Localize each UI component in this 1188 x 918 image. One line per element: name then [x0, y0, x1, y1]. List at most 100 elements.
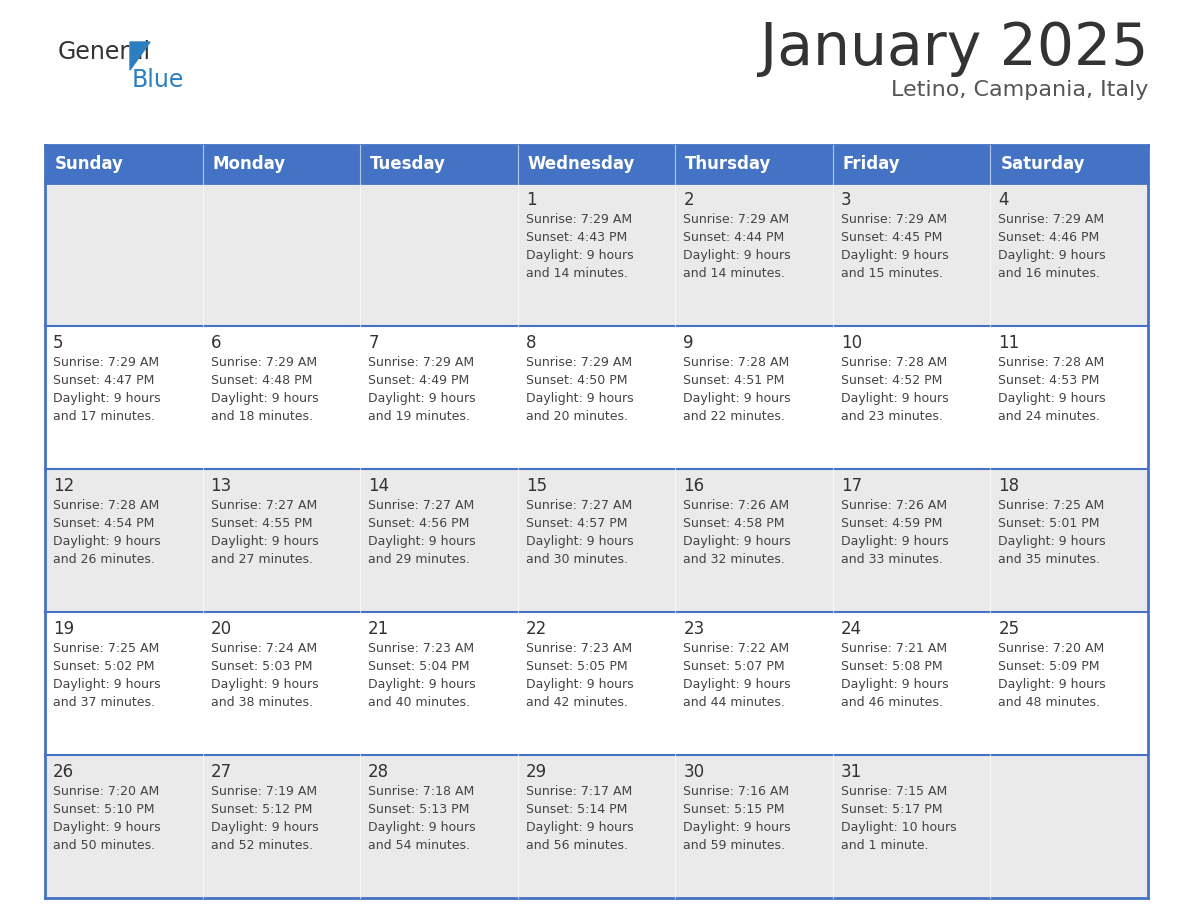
Text: Sunset: 4:51 PM: Sunset: 4:51 PM [683, 374, 784, 387]
Text: 25: 25 [998, 620, 1019, 638]
Text: Sunset: 5:09 PM: Sunset: 5:09 PM [998, 660, 1100, 673]
Text: Friday: Friday [842, 155, 901, 173]
Text: and 22 minutes.: and 22 minutes. [683, 410, 785, 423]
Text: Sunset: 4:59 PM: Sunset: 4:59 PM [841, 517, 942, 530]
Text: Sunset: 4:54 PM: Sunset: 4:54 PM [53, 517, 154, 530]
Text: General: General [58, 40, 151, 64]
Text: Daylight: 9 hours: Daylight: 9 hours [526, 821, 633, 834]
Text: Sunset: 5:12 PM: Sunset: 5:12 PM [210, 803, 312, 816]
Text: Daylight: 9 hours: Daylight: 9 hours [368, 535, 475, 548]
Text: 31: 31 [841, 763, 862, 781]
Text: Daylight: 9 hours: Daylight: 9 hours [683, 392, 791, 405]
Text: Sunrise: 7:22 AM: Sunrise: 7:22 AM [683, 642, 789, 655]
Text: Daylight: 9 hours: Daylight: 9 hours [683, 249, 791, 262]
Text: Daylight: 9 hours: Daylight: 9 hours [841, 535, 948, 548]
Text: and 16 minutes.: and 16 minutes. [998, 267, 1100, 280]
Text: #333333: #333333 [58, 39, 64, 40]
Text: Daylight: 9 hours: Daylight: 9 hours [53, 678, 160, 691]
Text: 11: 11 [998, 334, 1019, 352]
Text: Sunday: Sunday [55, 155, 124, 173]
Text: and 18 minutes.: and 18 minutes. [210, 410, 312, 423]
Text: and 19 minutes.: and 19 minutes. [368, 410, 470, 423]
Text: Sunrise: 7:27 AM: Sunrise: 7:27 AM [526, 499, 632, 512]
Text: and 52 minutes.: and 52 minutes. [210, 839, 312, 852]
Text: Sunset: 4:58 PM: Sunset: 4:58 PM [683, 517, 785, 530]
Text: Daylight: 9 hours: Daylight: 9 hours [53, 535, 160, 548]
Text: and 54 minutes.: and 54 minutes. [368, 839, 470, 852]
Text: and 33 minutes.: and 33 minutes. [841, 553, 943, 566]
Text: and 56 minutes.: and 56 minutes. [526, 839, 627, 852]
Bar [45, 755, 1148, 898]
Text: 2: 2 [683, 191, 694, 209]
Text: Sunset: 4:46 PM: Sunset: 4:46 PM [998, 231, 1100, 244]
Text: Daylight: 9 hours: Daylight: 9 hours [526, 392, 633, 405]
Text: 27: 27 [210, 763, 232, 781]
Text: 14: 14 [368, 477, 390, 495]
Text: Sunset: 4:47 PM: Sunset: 4:47 PM [53, 374, 154, 387]
Text: Daylight: 9 hours: Daylight: 9 hours [841, 392, 948, 405]
Text: Daylight: 9 hours: Daylight: 9 hours [683, 821, 791, 834]
Text: Monday: Monday [213, 155, 285, 173]
Text: Sunrise: 7:23 AM: Sunrise: 7:23 AM [368, 642, 474, 655]
Text: and 40 minutes.: and 40 minutes. [368, 696, 470, 709]
Text: Sunrise: 7:27 AM: Sunrise: 7:27 AM [210, 499, 317, 512]
Polygon shape [129, 42, 150, 70]
Text: 18: 18 [998, 477, 1019, 495]
Text: 26: 26 [53, 763, 74, 781]
Text: Daylight: 9 hours: Daylight: 9 hours [998, 392, 1106, 405]
Text: and 15 minutes.: and 15 minutes. [841, 267, 943, 280]
Text: Sunset: 5:07 PM: Sunset: 5:07 PM [683, 660, 785, 673]
Text: Daylight: 9 hours: Daylight: 9 hours [998, 535, 1106, 548]
Text: 5: 5 [53, 334, 63, 352]
Text: and 14 minutes.: and 14 minutes. [683, 267, 785, 280]
Text: Daylight: 9 hours: Daylight: 9 hours [210, 392, 318, 405]
Text: Sunset: 4:50 PM: Sunset: 4:50 PM [526, 374, 627, 387]
Text: Daylight: 9 hours: Daylight: 9 hours [210, 535, 318, 548]
Text: and 59 minutes.: and 59 minutes. [683, 839, 785, 852]
Text: and 37 minutes.: and 37 minutes. [53, 696, 154, 709]
Text: Daylight: 9 hours: Daylight: 9 hours [841, 249, 948, 262]
Bar [45, 469, 1148, 612]
Text: 23: 23 [683, 620, 704, 638]
Text: Sunset: 4:49 PM: Sunset: 4:49 PM [368, 374, 469, 387]
Text: Sunrise: 7:18 AM: Sunrise: 7:18 AM [368, 785, 474, 798]
Text: Daylight: 9 hours: Daylight: 9 hours [368, 678, 475, 691]
Text: Sunset: 4:43 PM: Sunset: 4:43 PM [526, 231, 627, 244]
Text: and 44 minutes.: and 44 minutes. [683, 696, 785, 709]
Text: 20: 20 [210, 620, 232, 638]
Text: and 27 minutes.: and 27 minutes. [210, 553, 312, 566]
Text: Sunset: 4:52 PM: Sunset: 4:52 PM [841, 374, 942, 387]
Text: Sunrise: 7:28 AM: Sunrise: 7:28 AM [841, 356, 947, 369]
Text: 3: 3 [841, 191, 852, 209]
Text: and 17 minutes.: and 17 minutes. [53, 410, 154, 423]
Text: Saturday: Saturday [1000, 155, 1085, 173]
Text: Daylight: 9 hours: Daylight: 9 hours [841, 678, 948, 691]
Text: 19: 19 [53, 620, 74, 638]
Text: Sunset: 4:53 PM: Sunset: 4:53 PM [998, 374, 1100, 387]
Text: Sunrise: 7:27 AM: Sunrise: 7:27 AM [368, 499, 474, 512]
Text: Daylight: 10 hours: Daylight: 10 hours [841, 821, 956, 834]
Text: and 26 minutes.: and 26 minutes. [53, 553, 154, 566]
Text: and 42 minutes.: and 42 minutes. [526, 696, 627, 709]
Text: Sunrise: 7:20 AM: Sunrise: 7:20 AM [53, 785, 159, 798]
Text: Sunrise: 7:29 AM: Sunrise: 7:29 AM [526, 213, 632, 226]
Text: Sunset: 4:45 PM: Sunset: 4:45 PM [841, 231, 942, 244]
Text: Wednesday: Wednesday [527, 155, 636, 173]
Text: Daylight: 9 hours: Daylight: 9 hours [998, 249, 1106, 262]
Text: Sunrise: 7:25 AM: Sunrise: 7:25 AM [53, 642, 159, 655]
Text: Sunrise: 7:20 AM: Sunrise: 7:20 AM [998, 642, 1105, 655]
Text: Sunset: 5:14 PM: Sunset: 5:14 PM [526, 803, 627, 816]
Text: Sunset: 5:01 PM: Sunset: 5:01 PM [998, 517, 1100, 530]
Text: Daylight: 9 hours: Daylight: 9 hours [53, 821, 160, 834]
Text: Daylight: 9 hours: Daylight: 9 hours [368, 392, 475, 405]
Text: Sunrise: 7:28 AM: Sunrise: 7:28 AM [998, 356, 1105, 369]
Text: Sunset: 5:08 PM: Sunset: 5:08 PM [841, 660, 942, 673]
Text: Sunrise: 7:24 AM: Sunrise: 7:24 AM [210, 642, 317, 655]
Text: 1: 1 [526, 191, 536, 209]
Text: Sunrise: 7:17 AM: Sunrise: 7:17 AM [526, 785, 632, 798]
Text: and 23 minutes.: and 23 minutes. [841, 410, 943, 423]
Text: Sunset: 5:02 PM: Sunset: 5:02 PM [53, 660, 154, 673]
Text: Daylight: 9 hours: Daylight: 9 hours [683, 678, 791, 691]
Text: and 38 minutes.: and 38 minutes. [210, 696, 312, 709]
Text: Sunset: 4:57 PM: Sunset: 4:57 PM [526, 517, 627, 530]
